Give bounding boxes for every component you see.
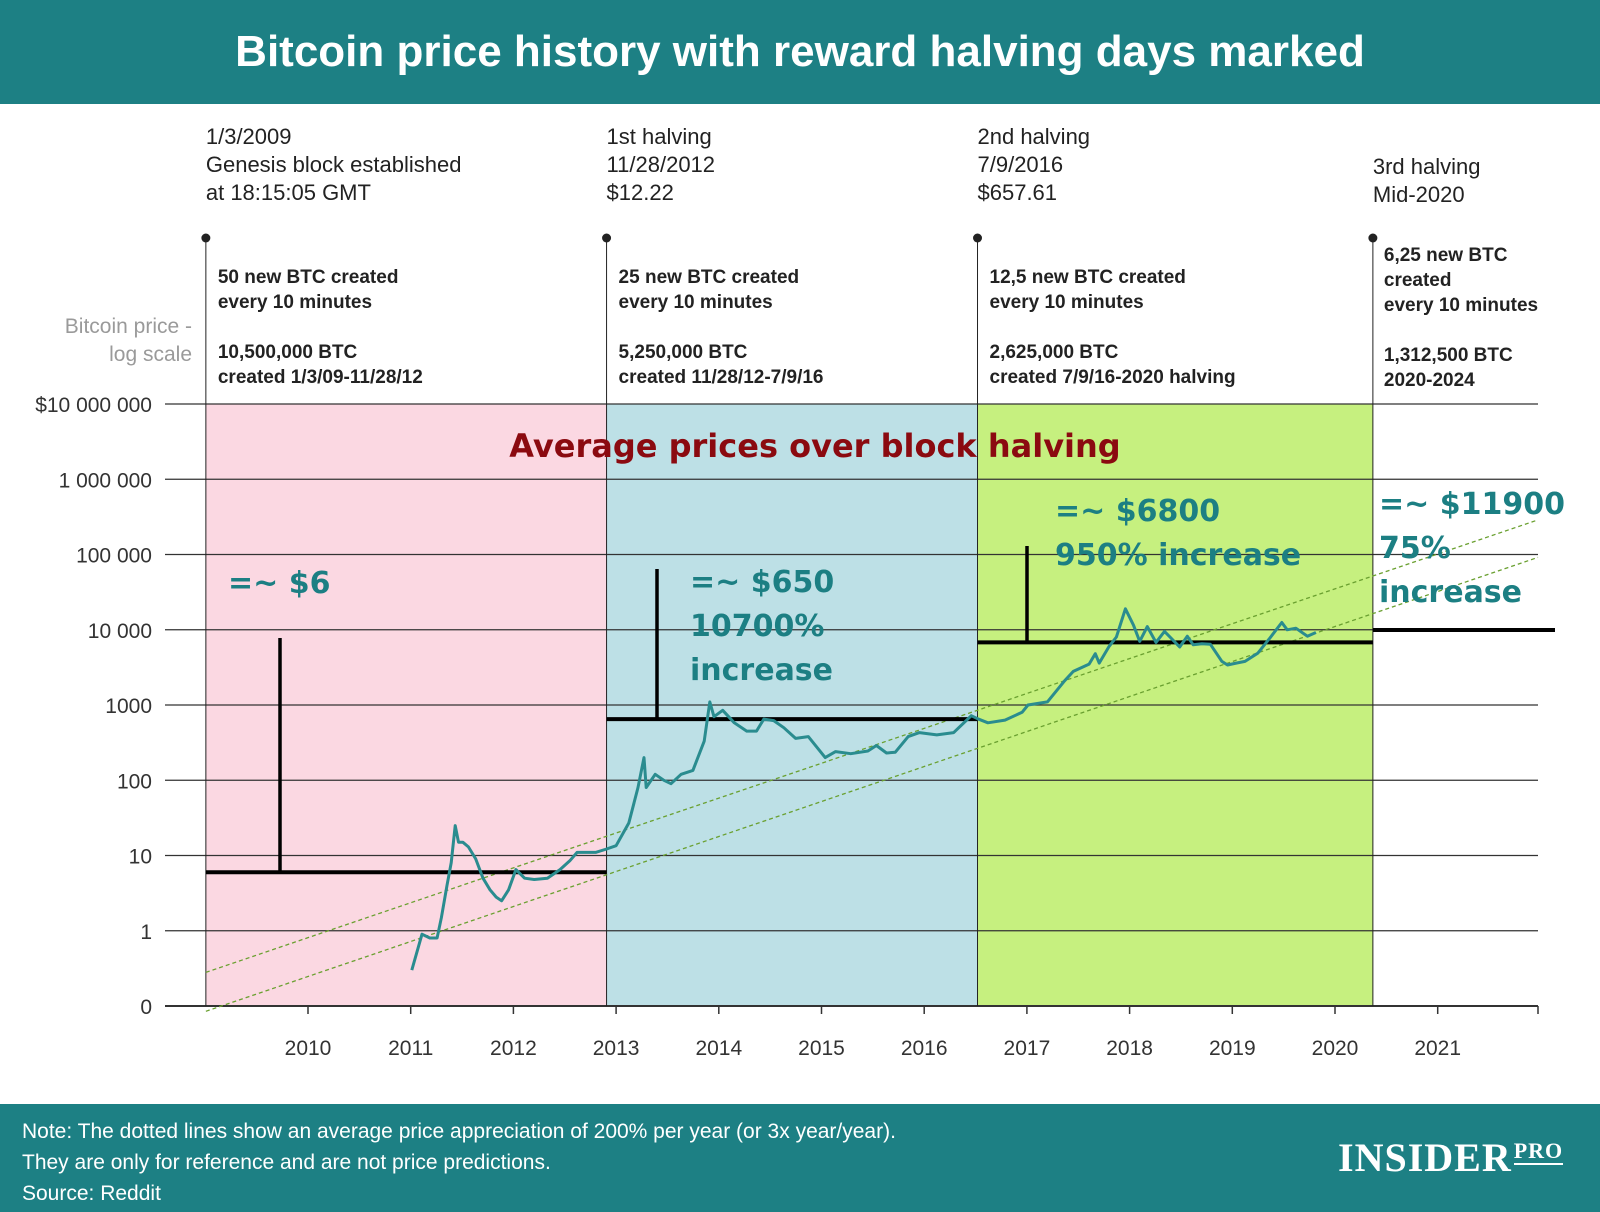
logo-main-text: INSIDER [1338, 1135, 1512, 1180]
average-prices-banner: Average prices over block halving [509, 427, 1120, 465]
era-average-label: 10700% [690, 609, 824, 644]
y-tick-label: 10 000 [88, 620, 152, 643]
supply-text: 10,500,000 BTC [218, 342, 358, 363]
reward-text: 6,25 new BTC [1384, 245, 1508, 266]
x-tick-label: 2011 [388, 1037, 433, 1060]
y-tick-label: 10 [129, 846, 152, 869]
footer: Note: The dotted lines show an average p… [0, 1104, 1600, 1212]
x-tick-label: 2020 [1312, 1037, 1359, 1060]
insider-pro-logo: INSIDERPRO [1338, 1134, 1564, 1181]
era-average-label: =~ $6 [228, 566, 330, 601]
y-tick-label: 0 [140, 996, 152, 1019]
footer-note-line: They are only for reference and are not … [22, 1151, 551, 1174]
page-title: Bitcoin price history with reward halvin… [0, 0, 1600, 104]
halving-dot [973, 233, 983, 243]
supply-text: 5,250,000 BTC [619, 342, 748, 363]
halving-date-text: $657.61 [978, 180, 1058, 205]
y-tick-label: 1 000 000 [59, 469, 152, 492]
halving-date-text: at 18:15:05 GMT [206, 180, 371, 205]
y-tick-label: 100 [117, 770, 152, 793]
x-axis: 2010 2011 2012 2013 2014 2015 2016 2017 2018 2019… [165, 1005, 1539, 1060]
y-tick-label: $10 000 000 [35, 394, 152, 417]
era-average-label: increase [690, 653, 833, 688]
halving-date-text: 7/9/2016 [978, 152, 1064, 177]
halving-date-text: 1/3/2009 [206, 124, 292, 149]
halving-date-text: 1st halving [607, 124, 712, 149]
reward-text: 25 new BTC created [619, 267, 800, 288]
x-tick-label: 2014 [695, 1037, 742, 1060]
footer-source: Source: Reddit [22, 1182, 161, 1205]
reward-text: every 10 minutes [1384, 295, 1538, 316]
reward-text: every 10 minutes [218, 292, 372, 313]
footer-notes: Note: The dotted lines show an average p… [22, 1116, 896, 1209]
y-axis-ticks: 0 1 10 100 1000 10 000 100 000 1 000 000 $10 000… [35, 394, 152, 1019]
reward-text: every 10 minutes [990, 292, 1144, 313]
halving-date-text: Genesis block established [206, 152, 462, 177]
x-tick-label: 2012 [490, 1037, 537, 1060]
halving-dot [1368, 233, 1378, 243]
era-average-label: =~ $11900 [1379, 487, 1565, 522]
halving-date-text: $12.22 [607, 180, 674, 205]
supply-text: created 11/28/12-7/9/16 [619, 367, 824, 388]
halving-dot [602, 233, 612, 243]
price-series [410, 607, 1317, 971]
reward-text: 50 new BTC created [218, 267, 399, 288]
supply-text: 1,312,500 BTC [1384, 345, 1513, 366]
halving-date-text: 3rd halving [1373, 154, 1481, 179]
x-tick-label: 2017 [1004, 1037, 1051, 1060]
x-tick-label: 2019 [1209, 1037, 1256, 1060]
reward-text: 12,5 new BTC created [990, 267, 1186, 288]
price-chart: 0 1 10 100 1000 10 000 100 000 1 000 000 $10 000… [35, 124, 1565, 1060]
x-tick-label: 2016 [901, 1037, 948, 1060]
x-tick-label: 2021 [1414, 1037, 1461, 1060]
supply-text: created 1/3/09-11/28/12 [218, 367, 423, 388]
x-tick-label: 2018 [1106, 1037, 1153, 1060]
era-average-label: 75% [1379, 531, 1451, 566]
halving-dot [201, 233, 211, 243]
era-average-labels: =~ $6 =~ $650 10700% increase =~ $6800 950% i… [228, 487, 1565, 688]
average-price-markers [205, 546, 1555, 875]
halving-date-text: Mid-2020 [1373, 182, 1465, 207]
reward-text: created [1384, 270, 1452, 291]
y-axis-label-line-2: log scale [109, 343, 192, 366]
y-tick-label: 1000 [105, 695, 152, 718]
supply-text: created 7/9/16-2020 halving [990, 367, 1236, 388]
x-tick-label: 2015 [798, 1037, 845, 1060]
reward-text: every 10 minutes [619, 292, 773, 313]
logo-sub-text: PRO [1513, 1138, 1564, 1165]
halving-events: 1/3/2009 Genesis block established at 18:1… [201, 124, 1538, 1006]
supply-text: 2,625,000 BTC [990, 342, 1119, 363]
y-tick-label: 1 [140, 921, 152, 944]
halving-date-text: 11/28/2012 [607, 152, 715, 177]
x-tick-label: 2013 [593, 1037, 640, 1060]
x-tick-label: 2010 [285, 1037, 332, 1060]
era-average-label: =~ $6800 [1055, 494, 1220, 529]
y-axis-label-line-1: Bitcoin price - [65, 315, 192, 338]
y-tick-label: 100 000 [76, 545, 152, 568]
era-average-label: increase [1379, 575, 1522, 610]
price-line [410, 607, 1317, 971]
footer-note-line: Note: The dotted lines show an average p… [22, 1120, 896, 1143]
supply-text: 2020-2024 [1384, 370, 1475, 391]
era-average-label: =~ $650 [690, 565, 834, 600]
trend-line [205, 519, 1539, 973]
era-average-label: 950% increase [1055, 538, 1301, 573]
halving-date-text: 2nd halving [978, 124, 1091, 149]
